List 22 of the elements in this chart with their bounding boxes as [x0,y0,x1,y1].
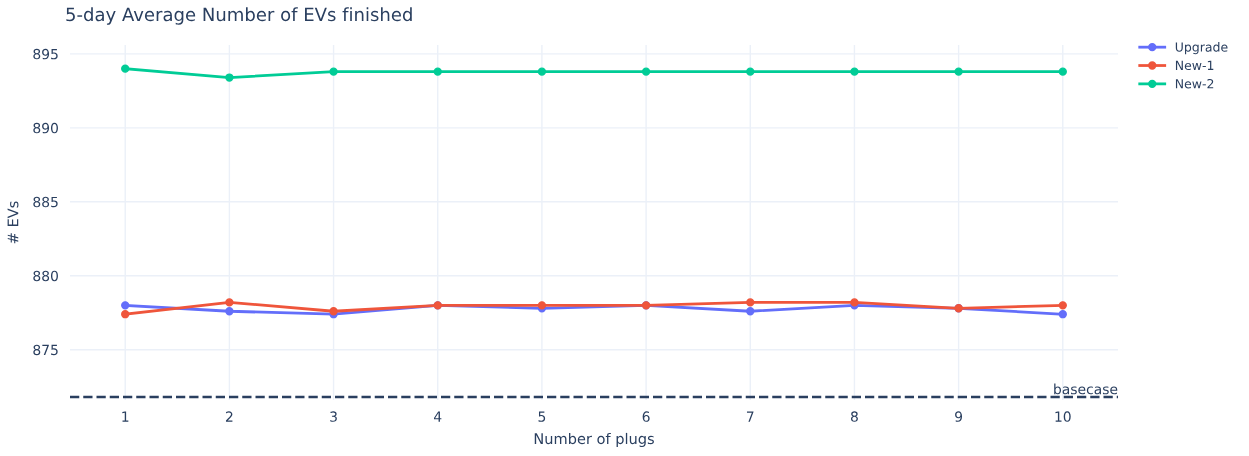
x-tick-label: 10 [1055,411,1071,422]
x-tick-label: 2 [225,411,233,422]
y-axis-title: # EVs [7,201,19,244]
x-tick-label: 4 [434,411,442,422]
legend-label: New-2 [1175,78,1214,89]
x-tick-label: 1 [122,411,129,422]
x-tick-label: 5 [538,411,546,422]
legend-label: Upgrade [1175,42,1228,55]
x-tick-label: 9 [955,411,963,422]
y-tick-label: 890 [33,122,58,134]
y-tick-label: 885 [33,196,58,208]
ref-line-label: basecase [1054,383,1118,395]
chart-title: 5-day Average Number of EVs finished [66,7,412,25]
y-tick-label: 880 [33,270,58,282]
x-tick-label: 8 [850,411,858,422]
y-tick-label: 895 [33,48,58,60]
x-axis-title: Number of plugs [534,432,654,447]
x-tick-label: 7 [746,411,754,422]
x-tick-label: 6 [642,411,650,422]
x-tick-label: 3 [330,411,337,422]
legend-label: New-1 [1175,60,1214,71]
y-tick-label: 875 [33,344,58,356]
